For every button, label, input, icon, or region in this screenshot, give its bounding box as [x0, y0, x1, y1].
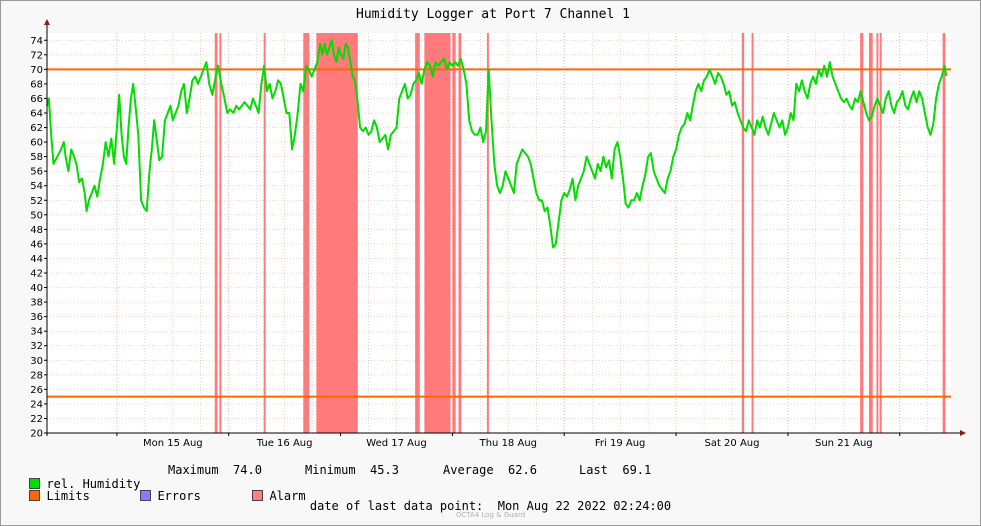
legend-humidity-label: rel. Humidity — [46, 477, 141, 491]
alarm-band — [751, 33, 754, 433]
legend-row-alarm: Alarm — [238, 475, 306, 503]
alarm-band — [303, 33, 310, 433]
y-tick-label: 48 — [30, 225, 43, 236]
last-data-point: date of last data point: Mon Aug 22 2022… — [309, 499, 672, 513]
x-tick-label: Mon 15 Aug — [143, 438, 203, 449]
alarm-band — [458, 33, 462, 433]
y-tick-label: 72 — [30, 50, 43, 61]
alarm-band — [868, 33, 873, 433]
stat-minimum: Minimum 45.3 — [305, 463, 399, 477]
alarm-band — [741, 33, 745, 433]
y-tick-label: 28 — [30, 370, 43, 381]
x-axis-arrow — [960, 430, 966, 436]
y-tick-label: 54 — [30, 181, 43, 192]
minimum-value: 45.3 — [370, 463, 399, 477]
y-tick-label: 52 — [30, 196, 43, 207]
y-tick-label: 60 — [30, 138, 43, 149]
legend-row-limits: Limits — [15, 475, 90, 503]
y-tick-label: 40 — [30, 283, 43, 294]
y-tick-label: 20 — [30, 429, 43, 440]
alarm-band — [876, 33, 879, 433]
errors-swatch — [140, 490, 152, 501]
last-value: 69.1 — [622, 463, 652, 477]
y-tick-label: 32 — [30, 341, 43, 352]
stat-maximum: Maximum 74.0 — [168, 463, 262, 477]
y-tick-label: 58 — [30, 152, 43, 163]
y-tick-label: 34 — [30, 327, 43, 338]
alarm-band — [486, 33, 489, 433]
x-tick-label: Wed 17 Aug — [366, 438, 426, 449]
legend-row-humidity: rel. Humidity — [15, 463, 140, 491]
legend-errors-label: Errors — [157, 489, 201, 503]
watermark: OCTA4 Log & Guard — [455, 511, 526, 519]
y-tick-label: 62 — [30, 123, 43, 134]
legend-alarm-label: Alarm — [269, 489, 306, 503]
alarm-band — [424, 33, 451, 433]
y-tick-label: 44 — [30, 254, 43, 265]
y-tick-label: 26 — [30, 385, 43, 396]
alarm-band — [942, 33, 946, 433]
limits-swatch — [29, 490, 41, 501]
y-tick-label: 66 — [30, 94, 43, 105]
y-tick-label: 24 — [30, 399, 43, 410]
stat-average: Average 62.6 — [443, 463, 537, 477]
x-tick-label: Thu 18 Aug — [479, 438, 537, 449]
average-label: Average — [443, 463, 494, 477]
y-tick-label: 70 — [30, 65, 43, 76]
alarm-band — [415, 33, 420, 433]
average-value: 62.6 — [508, 463, 537, 477]
maximum-value: 74.0 — [233, 463, 262, 477]
alarm-band — [219, 33, 222, 433]
y-tick-label: 50 — [30, 210, 43, 221]
x-tick-label: Sun 21 Aug — [815, 438, 873, 449]
x-tick-label: Sat 20 Aug — [704, 438, 759, 449]
x-tick-label: Tue 16 Aug — [256, 438, 313, 449]
y-tick-label: 22 — [30, 414, 43, 425]
y-tick-label: 64 — [30, 109, 43, 120]
legend-limits-label: Limits — [46, 489, 90, 503]
plot-area — [47, 33, 951, 433]
alarm-band — [214, 33, 218, 433]
humidity-swatch — [29, 478, 41, 489]
y-tick-label: 38 — [30, 298, 43, 309]
alarm-swatch — [252, 490, 264, 501]
alarm-band — [316, 33, 358, 433]
y-axis-arrow — [44, 19, 50, 25]
y-tick-label: 56 — [30, 167, 43, 178]
alarm-band — [452, 33, 456, 433]
y-tick-label: 42 — [30, 269, 43, 280]
y-tick-label: 68 — [30, 79, 43, 90]
alarm-band — [860, 33, 864, 433]
last-label: Last — [579, 463, 608, 477]
chart-title: Humidity Logger at Port 7 Channel 1 — [356, 7, 630, 22]
minimum-label: Minimum — [305, 463, 356, 477]
y-tick-label: 36 — [30, 312, 43, 323]
maximum-label: Maximum — [168, 463, 219, 477]
legend-row-errors: Errors — [126, 475, 201, 503]
alarm-band — [263, 33, 266, 433]
y-tick-label: 30 — [30, 356, 43, 367]
alarm-band — [879, 33, 882, 433]
y-tick-label: 74 — [30, 36, 43, 47]
stat-last: Last 69.1 — [579, 463, 651, 477]
y-tick-label: 46 — [30, 239, 43, 250]
humidity-series-line — [46, 39, 948, 249]
x-tick-label: Fri 19 Aug — [595, 438, 646, 449]
